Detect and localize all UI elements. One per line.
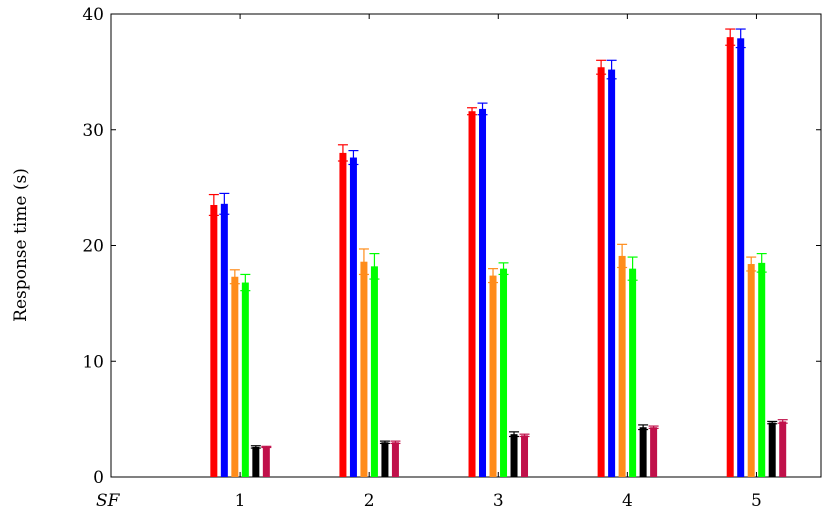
y-tick-label: 40	[82, 5, 104, 25]
x-tick-label: 2	[364, 491, 375, 511]
bar	[629, 268, 637, 477]
bar	[468, 111, 476, 477]
axis-ticks	[111, 13, 821, 478]
bar	[349, 157, 357, 477]
y-axis-label: Response time (s)	[11, 168, 31, 322]
bar	[339, 152, 347, 477]
bar	[381, 442, 389, 477]
bar	[608, 69, 616, 477]
bar	[489, 275, 497, 477]
bar	[510, 434, 518, 477]
error-bars	[208, 28, 788, 449]
x-axis-label: SF	[96, 491, 121, 511]
bar	[779, 421, 787, 477]
y-tick-label: 30	[82, 121, 104, 141]
bar	[768, 422, 776, 477]
bar	[479, 108, 487, 477]
bar	[639, 427, 647, 477]
bar	[360, 261, 368, 477]
bar	[726, 37, 734, 478]
plot-frame	[110, 13, 822, 478]
bar	[220, 203, 228, 477]
bar	[521, 435, 529, 477]
bar	[597, 67, 605, 478]
bar	[758, 262, 766, 477]
x-tick-label: 3	[493, 491, 504, 511]
bar	[252, 446, 260, 477]
bar	[747, 264, 755, 477]
bar	[618, 255, 626, 477]
bar	[737, 38, 745, 478]
bar	[650, 427, 658, 477]
bar	[210, 204, 218, 478]
x-tick-label: 1	[235, 491, 246, 511]
x-tick-label: 5	[751, 491, 762, 511]
bar	[262, 446, 270, 477]
bar	[241, 282, 249, 477]
y-tick-label: 20	[82, 237, 104, 257]
bar	[500, 268, 508, 477]
y-tick-label: 10	[82, 352, 104, 372]
bar	[231, 276, 239, 477]
bars	[210, 37, 787, 478]
x-tick-label: 4	[622, 491, 633, 511]
bar	[391, 442, 399, 477]
y-tick-label: 0	[93, 468, 104, 488]
bar	[370, 266, 378, 477]
tick-labels: 0 10 20 30 40 1 2 3 4 5	[82, 5, 762, 511]
